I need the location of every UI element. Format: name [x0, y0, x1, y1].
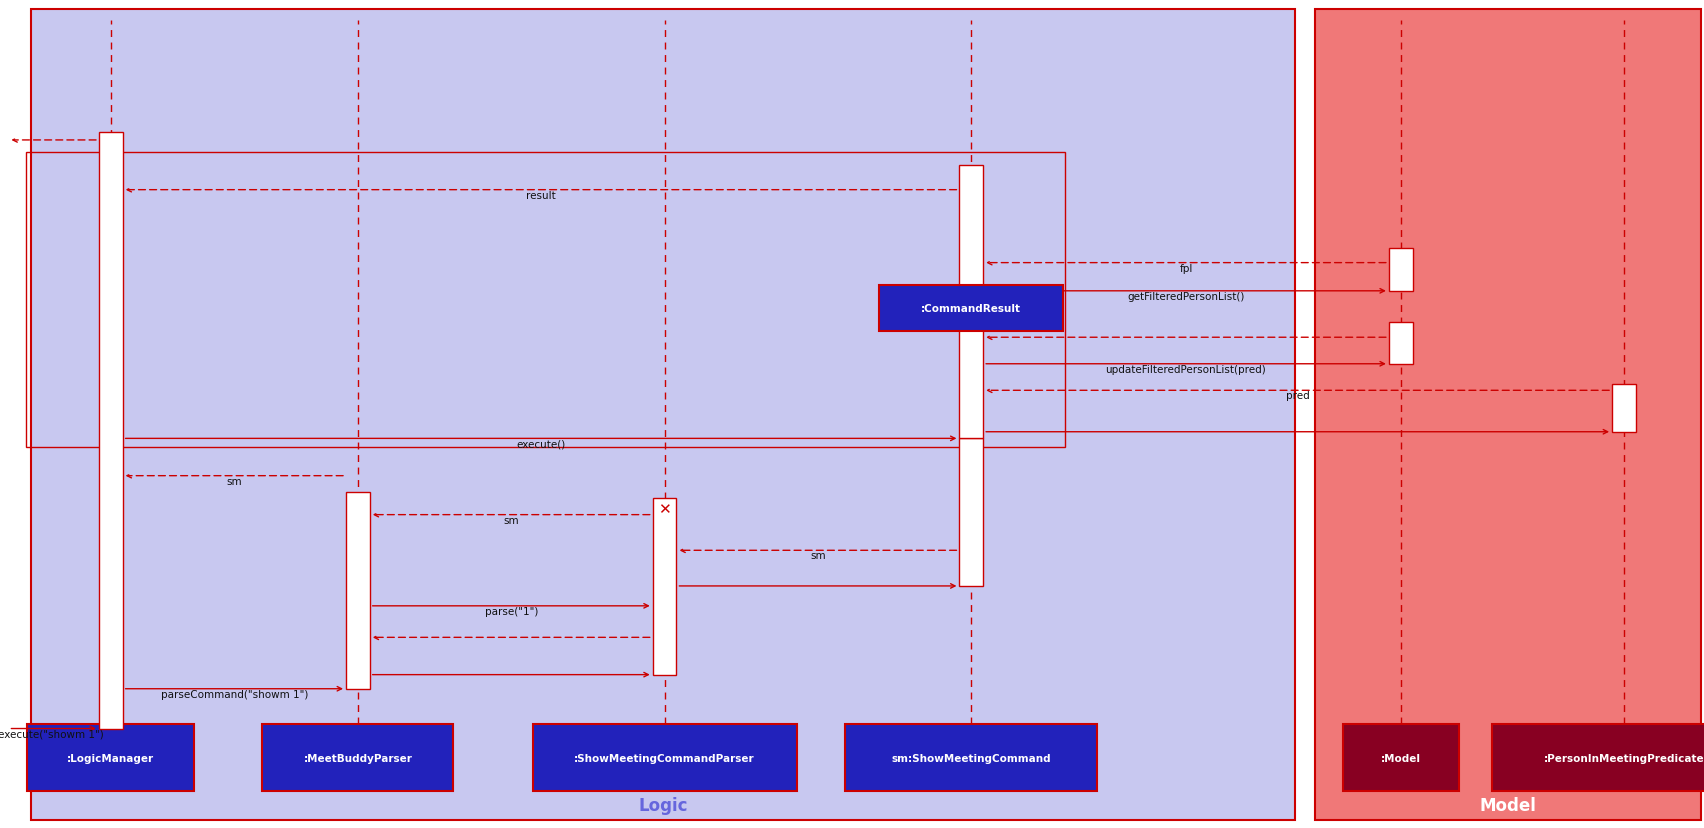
Text: execute("showm 1"): execute("showm 1")	[0, 729, 104, 739]
Text: sm:ShowMeetingCommand: sm:ShowMeetingCommand	[891, 753, 1051, 763]
Text: parseCommand("showm 1"): parseCommand("showm 1")	[160, 689, 308, 699]
Text: :LogicManager: :LogicManager	[66, 753, 155, 763]
Bar	[1612, 385, 1636, 432]
Bar	[31, 10, 1295, 820]
Text: execute(): execute()	[516, 439, 566, 449]
Text: getFilteredPersonList(): getFilteredPersonList()	[1128, 291, 1244, 301]
Text: sm: sm	[503, 515, 520, 525]
Bar	[532, 724, 797, 791]
Text: Model: Model	[1479, 796, 1537, 814]
Text: result: result	[527, 190, 556, 200]
Bar	[653, 498, 676, 675]
Bar	[1343, 724, 1459, 791]
Text: fpl: fpl	[1179, 263, 1193, 273]
Bar	[346, 493, 370, 689]
Text: Logic: Logic	[637, 796, 688, 814]
Bar	[959, 439, 983, 586]
Text: :Model: :Model	[1380, 753, 1421, 763]
Bar	[99, 132, 123, 729]
Bar	[262, 724, 453, 791]
Bar	[27, 724, 194, 791]
Bar	[1493, 724, 1704, 791]
Text: sm: sm	[809, 551, 826, 561]
Text: :ShowMeetingCommandParser: :ShowMeetingCommandParser	[574, 753, 755, 763]
Bar	[1315, 10, 1701, 820]
Text: parse("1"): parse("1")	[484, 606, 538, 616]
Text: :MeetBuddyParser: :MeetBuddyParser	[303, 753, 412, 763]
Text: sm: sm	[227, 476, 242, 486]
Bar	[1389, 248, 1413, 291]
Text: ✕: ✕	[658, 502, 671, 517]
Bar	[879, 286, 1063, 331]
Bar	[959, 166, 983, 439]
Bar	[26, 153, 1065, 447]
Text: updateFilteredPersonList(pred): updateFilteredPersonList(pred)	[1106, 364, 1266, 374]
Text: :PersonInMeetingPredicate: :PersonInMeetingPredicate	[1544, 753, 1704, 763]
Text: pred: pred	[1287, 391, 1309, 401]
Text: :CommandResult: :CommandResult	[922, 303, 1021, 314]
Bar	[1389, 323, 1413, 364]
Bar	[845, 724, 1097, 791]
